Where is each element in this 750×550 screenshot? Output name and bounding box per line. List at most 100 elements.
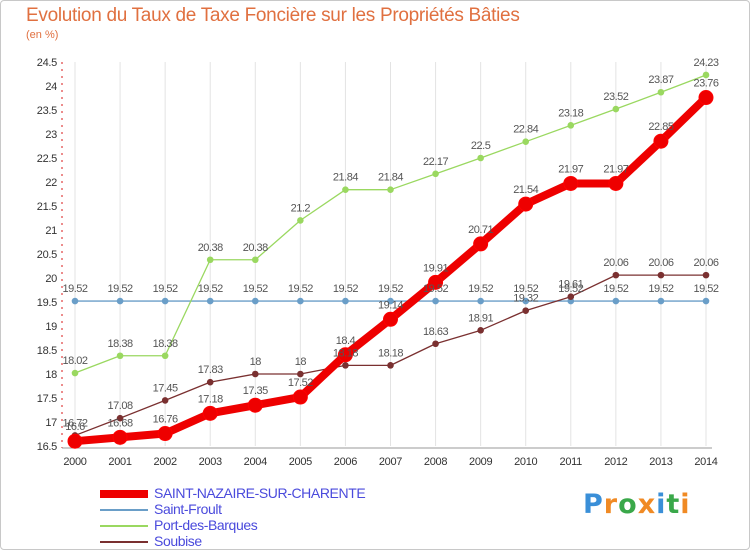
- x-tick-label: 2009: [469, 456, 492, 468]
- x-tick-label: 2010: [514, 456, 537, 468]
- data-label-saint-nazaire-sur-charente: 16.68: [108, 417, 133, 429]
- legend-item: Soubise: [100, 534, 420, 550]
- data-point-soubise: [612, 271, 620, 279]
- data-point-saint-froult: [702, 297, 710, 305]
- data-point-saint-froult: [297, 297, 304, 305]
- data-label-port-des-barques: 21.2: [291, 202, 311, 214]
- data-point-soubise: [702, 271, 710, 279]
- data-label-soubise: 19.32: [513, 293, 538, 305]
- data-point-port-des-barques: [432, 170, 439, 178]
- data-point-port-des-barques: [161, 352, 169, 360]
- data-point-saint-froult: [387, 297, 394, 305]
- data-label-port-des-barques: 18.38: [153, 338, 178, 350]
- data-label-soubise: 18: [250, 356, 262, 368]
- logo-letter: t: [666, 489, 681, 520]
- data-label-port-des-barques: 18.02: [62, 355, 87, 367]
- data-label-saint-nazaire-sur-charente: 18.4: [336, 335, 356, 347]
- data-point-saint-nazaire-sur-charente: [202, 405, 218, 421]
- logo-letter: P: [583, 489, 604, 520]
- data-label-port-des-barques: 24.23: [693, 57, 718, 69]
- data-point-soubise: [161, 397, 169, 404]
- data-label-port-des-barques: 20.38: [198, 242, 223, 254]
- data-point-saint-froult: [251, 297, 259, 305]
- data-point-saint-nazaire-sur-charente: [653, 133, 669, 149]
- data-label-port-des-barques: 22.17: [423, 156, 448, 168]
- data-label-saint-nazaire-sur-charente: 17.52: [288, 377, 313, 389]
- data-label-soubise: 16.72: [62, 417, 87, 429]
- x-tick-label: 2003: [199, 456, 222, 468]
- data-label-saint-froult: 19.52: [693, 283, 718, 295]
- data-label-saint-nazaire-sur-charente: 16.6: [65, 421, 85, 433]
- data-point-saint-froult: [477, 297, 484, 305]
- data-point-saint-froult: [657, 297, 665, 305]
- data-point-saint-froult: [342, 297, 349, 305]
- data-label-saint-nazaire-sur-charente: 17.35: [243, 385, 268, 397]
- data-point-saint-nazaire-sur-charente: [157, 426, 173, 442]
- data-label-saint-froult: 19.52: [558, 283, 583, 295]
- data-label-saint-nazaire-sur-charente: 19.91: [423, 262, 448, 274]
- data-point-saint-froult: [206, 297, 214, 305]
- data-point-saint-nazaire-sur-charente: [563, 175, 579, 191]
- legend-label: Port-des-Barques: [154, 517, 258, 533]
- data-label-port-des-barques: 18.38: [108, 338, 133, 350]
- x-tick-label: 2001: [108, 456, 131, 468]
- data-label-port-des-barques: 21.84: [378, 172, 403, 184]
- data-label-saint-froult: 19.52: [198, 283, 223, 295]
- x-tick-label: 2006: [334, 456, 357, 468]
- x-tick-label: 2005: [289, 456, 312, 468]
- y-tick-label: 22.5: [37, 153, 57, 165]
- x-tick-label: 2011: [560, 456, 583, 468]
- y-tick-label: 21: [45, 225, 57, 237]
- data-point-saint-nazaire-sur-charente: [247, 397, 263, 413]
- data-label-soubise: 18.18: [333, 347, 358, 359]
- data-point-port-des-barques: [657, 88, 665, 96]
- data-label-port-des-barques: 22.5: [471, 140, 491, 152]
- data-label-saint-froult: 19.52: [603, 283, 628, 295]
- data-point-port-des-barques: [342, 186, 349, 193]
- y-tick-label: 21.5: [37, 201, 57, 213]
- data-point-port-des-barques: [297, 217, 304, 224]
- data-point-port-des-barques: [612, 105, 620, 113]
- data-label-saint-nazaire-sur-charente: 19.14: [378, 299, 403, 311]
- data-point-port-des-barques: [71, 369, 79, 377]
- data-point-port-des-barques: [387, 186, 394, 193]
- legend-item: Saint-Froult: [100, 502, 420, 518]
- data-point-soubise: [522, 307, 530, 314]
- data-label-saint-froult: 19.52: [243, 283, 268, 295]
- data-label-soubise: 18.91: [468, 312, 493, 324]
- y-tick-label: 16.5: [37, 441, 57, 453]
- data-point-saint-nazaire-sur-charente: [292, 389, 308, 405]
- logo-letter: r: [603, 489, 619, 520]
- data-point-port-des-barques: [116, 352, 124, 360]
- data-label-saint-froult: 19.52: [423, 283, 448, 295]
- logo-letter: i: [656, 489, 667, 520]
- data-label-saint-froult: 19.52: [378, 283, 403, 295]
- x-tick-label: 2002: [154, 456, 177, 468]
- data-point-saint-nazaire-sur-charente: [67, 433, 83, 449]
- legend-swatch: [100, 525, 148, 527]
- data-label-saint-nazaire-sur-charente: 16.76: [153, 414, 178, 426]
- x-tick-label: 2013: [649, 456, 672, 468]
- data-label-saint-froult: 19.52: [513, 283, 538, 295]
- data-label-soubise: 17.08: [108, 400, 133, 412]
- data-label-saint-froult: 19.52: [153, 283, 178, 295]
- logo-letter: x: [637, 489, 657, 520]
- y-tick-label: 24.5: [37, 57, 57, 69]
- data-point-soubise: [297, 370, 304, 378]
- data-label-port-des-barques: 23.52: [603, 91, 628, 103]
- y-tick-label: 18: [45, 369, 57, 381]
- data-label-soubise: 17.83: [198, 364, 223, 376]
- data-point-saint-froult: [161, 297, 169, 305]
- data-label-soubise: 18.63: [423, 326, 448, 338]
- x-tick-label: 2008: [424, 456, 447, 468]
- data-label-saint-nazaire-sur-charente: 22.85: [648, 121, 673, 133]
- data-label-port-des-barques: 21.84: [333, 172, 358, 184]
- data-label-port-des-barques: 22.84: [513, 124, 538, 136]
- y-tick-label: 18.5: [37, 345, 57, 357]
- data-point-saint-froult: [116, 297, 124, 305]
- chart-title: Evolution du Taux de Taxe Foncière sur l…: [26, 5, 520, 26]
- logo-letter: i: [680, 489, 691, 520]
- x-tick-label: 2012: [604, 456, 627, 468]
- data-label-saint-nazaire-sur-charente: 17.18: [198, 393, 223, 405]
